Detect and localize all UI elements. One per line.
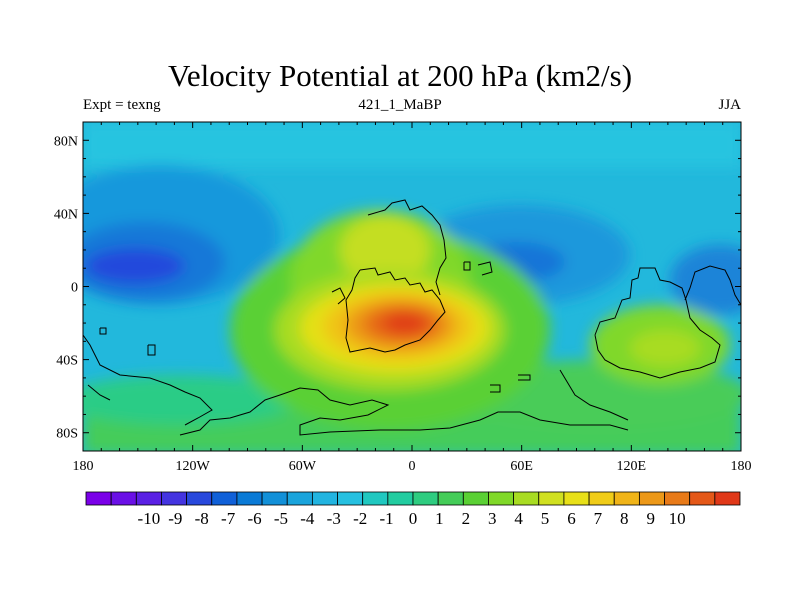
field-south-west: [83, 375, 300, 425]
colorbar-swatch: [638, 491, 665, 506]
colorbar-swatch: [513, 491, 540, 506]
coast-asia-island-2: [477, 261, 493, 276]
colorbar-swatch: [412, 491, 439, 506]
coast-asia-island-1: [463, 261, 471, 271]
y-axis: 80N 40N 0 40S 80S: [54, 121, 741, 452]
colorbar-label: -4: [300, 509, 315, 528]
x-tick-label: 120W: [176, 459, 211, 474]
colorbar-swatch: [362, 491, 389, 506]
colorbar-swatch: [135, 491, 162, 506]
colorbar-swatch: [563, 491, 590, 506]
x-tick-label: 60E: [510, 459, 533, 474]
colorbar-label: -9: [168, 509, 182, 528]
colorbar: -10 -9 -8 -7 -6 -5 -4 -3 -2 -1 0 1 2 3 4 5 6 7 8 9 10: [85, 491, 741, 528]
field-far-east-low: [670, 245, 741, 315]
coast-island-7: [331, 287, 346, 305]
colorbar-label: -2: [353, 509, 367, 528]
colorbar-swatch: [588, 491, 615, 506]
field-north-band: [83, 122, 741, 167]
coast-island-4: [99, 327, 107, 335]
coast-south-america-tip: [87, 384, 111, 401]
colorbar-label: -7: [221, 509, 236, 528]
colorbar-swatch: [186, 491, 213, 506]
colorbar-label: 4: [514, 509, 523, 528]
colorbar-label: 0: [409, 509, 418, 528]
y-tick-label: 40S: [56, 354, 78, 369]
colorbar-swatch: [211, 491, 238, 506]
coast-australia: [594, 267, 721, 379]
field-central-3: [340, 215, 430, 285]
x-tick-label: 120E: [617, 459, 647, 474]
colorbar-swatch: [689, 491, 716, 506]
experiment-label: Expt = texng: [83, 97, 161, 113]
coast-island-6: [490, 384, 501, 393]
colorbar-label: -1: [380, 509, 394, 528]
colorbar-swatch: [161, 491, 188, 506]
y-tick-label: 80S: [56, 427, 78, 442]
colorbar-label: 1: [435, 509, 444, 528]
colorbar-label: 9: [646, 509, 655, 528]
coastlines: [83, 199, 741, 436]
x-tick-label: 180: [73, 459, 94, 474]
colorbar-label: 7: [594, 509, 603, 528]
coast-africa: [345, 267, 446, 353]
coast-far-east: [684, 265, 741, 306]
colorbar-label: -8: [195, 509, 209, 528]
colorbar-swatch: [110, 491, 137, 506]
field-aus-high-2: [630, 330, 700, 366]
coast-island-3: [147, 344, 156, 356]
coast-island-5: [518, 374, 531, 381]
field-central-max: [383, 312, 427, 334]
colorbar-swatch: [462, 491, 489, 506]
coast-north-africa: [367, 199, 447, 296]
coast-australia-south: [559, 369, 629, 421]
colorbar-label: -6: [247, 509, 261, 528]
x-tick-label: 60W: [289, 459, 317, 474]
colorbar-swatch: [387, 491, 414, 506]
colorbar-label: -5: [274, 509, 288, 528]
colorbar-swatch: [261, 491, 288, 506]
colorbar-label: -3: [327, 509, 341, 528]
y-tick-label: 80N: [54, 134, 78, 149]
colorbar-swatch: [714, 491, 741, 506]
colorbar-swatch: [337, 491, 364, 506]
colorbar-swatch: [538, 491, 565, 506]
colorbar-label: -10: [138, 509, 161, 528]
chart-title: Velocity Potential at 200 hPa (km2/s): [167, 58, 633, 93]
colorbar-label: 3: [488, 509, 497, 528]
colorbar-swatch: [437, 491, 464, 506]
x-tick-label: 180: [731, 459, 752, 474]
colorbar-label: 2: [462, 509, 471, 528]
colorbar-swatch: [85, 491, 112, 506]
colorbar-swatch: [311, 491, 338, 506]
colorbar-label: 6: [567, 509, 576, 528]
colorbar-label: 5: [541, 509, 550, 528]
y-tick-label: 40N: [54, 207, 78, 222]
colorbar-swatch: [613, 491, 640, 506]
field-west-min: [85, 248, 185, 284]
contour-field: [83, 122, 741, 451]
season-label: JJA: [718, 97, 741, 113]
coast-antarctica: [179, 387, 629, 436]
colorbar-label: 10: [669, 509, 686, 528]
x-tick-label: 0: [409, 459, 416, 474]
colorbar-label: 8: [620, 509, 629, 528]
x-axis: 180 120W 60W 0 60E 120E 180: [73, 122, 752, 474]
coast-antarctica-west: [83, 334, 213, 426]
y-tick-label: 0: [71, 281, 78, 296]
colorbar-swatch: [286, 491, 313, 506]
colorbar-swatch: [664, 491, 691, 506]
colorbar-swatch: [236, 491, 263, 506]
run-label: 421_1_MaBP: [358, 97, 442, 113]
colorbar-swatch: [488, 491, 515, 506]
